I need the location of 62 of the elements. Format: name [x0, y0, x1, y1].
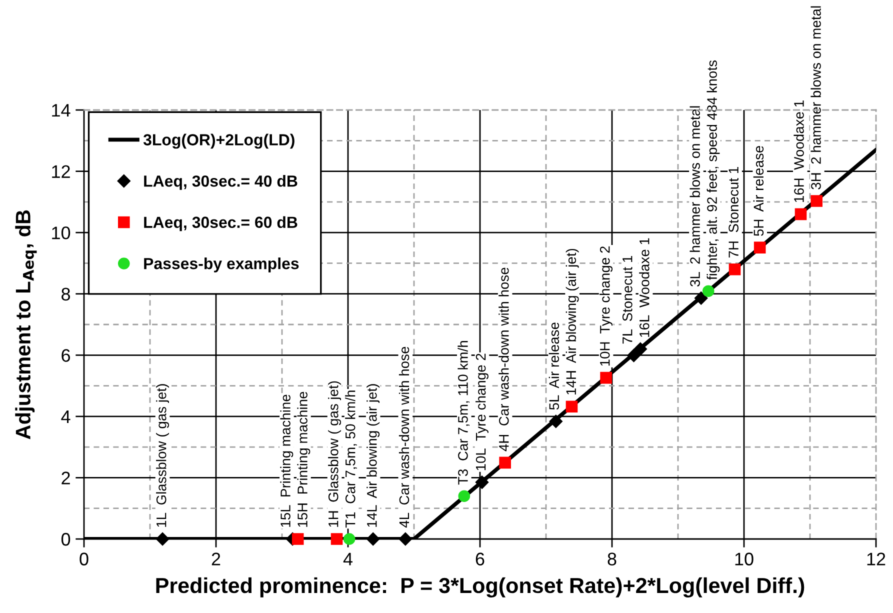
- x-tick-label: 10: [735, 552, 754, 566]
- point: [728, 263, 741, 276]
- annotation: 3H 2 hammer blows on metal: [810, 6, 821, 190]
- annotation: 14H Air blowing (air jet): [566, 248, 579, 394]
- y-tick-label: 2: [62, 472, 70, 484]
- x-tick-label: 0: [80, 552, 88, 566]
- x-tick-label: 4: [343, 552, 352, 566]
- x-tick-label: 2: [212, 552, 220, 566]
- annotation: 7L Stonecut 1: [622, 256, 632, 344]
- legend-label: LAeq, 30sec.= 40 dB: [144, 175, 298, 190]
- annotation: 5L Air release: [548, 322, 560, 410]
- x-tick-label: 12: [867, 552, 886, 566]
- x-axis-title: Predicted prominence: P = 3*Log(onset Rate)+2*Log(level Diff.): [156, 577, 804, 598]
- annotation: 3L 2 hammer blows on metal: [690, 106, 700, 287]
- y-tick-label: 10: [52, 226, 70, 240]
- point: [549, 414, 562, 428]
- annotation: 5H Air release: [753, 146, 764, 236]
- point: [600, 372, 612, 384]
- point: [627, 348, 640, 362]
- legend-label: LAeq, 30sec.= 60 dB: [144, 216, 298, 232]
- point: [458, 490, 470, 502]
- point: [156, 532, 170, 546]
- legend-label: 3Log(OR)+2Log(LD): [143, 134, 294, 149]
- point: [810, 195, 823, 207]
- legend-label: Passes-by examples: [144, 258, 299, 272]
- point: [475, 476, 489, 489]
- annotation: 14L Air blowing (air jet): [366, 384, 380, 527]
- point: [794, 208, 807, 220]
- y-tick-label: 8: [62, 288, 70, 301]
- y-tick-label: 0: [61, 532, 70, 546]
- point: [634, 342, 647, 356]
- annotation: 1H Glassblow ( gas jet): [328, 381, 342, 527]
- annotation: 7H Stonecut 1: [728, 167, 738, 258]
- annotation: 4H Car wash-down with hose: [498, 268, 509, 452]
- point: [330, 533, 343, 545]
- point: [702, 285, 714, 297]
- annotation: 1L Glassblow ( gas jet): [156, 384, 170, 527]
- point: [398, 532, 412, 546]
- y-tick-label: 14: [52, 104, 70, 117]
- point: [694, 292, 708, 305]
- x-tick-label: 8: [608, 552, 616, 566]
- y-axis-title: Adjustment to L$_{Aeq}$, dB: [15, 210, 37, 440]
- y-tick-label: 4: [61, 410, 70, 423]
- annotation: fighter, alt. 92 feet, speed 484 knots: [706, 60, 720, 280]
- x-tick-label: 6: [476, 552, 484, 566]
- annotation: 15H Printing machine: [297, 392, 310, 527]
- y-tick-label: 12: [52, 165, 70, 178]
- point: [366, 532, 380, 546]
- annotation: 4L Car wash-down with hose: [398, 346, 410, 528]
- y-tick-label: 6: [62, 349, 70, 362]
- annotation: T3 Car 7,5m, 110 km/h: [458, 341, 470, 485]
- annotation: 15L Printing machine: [280, 394, 294, 527]
- annotation: 10L Tyre change 2: [476, 354, 488, 470]
- annotation: 16L Woodaxe 1: [639, 238, 650, 337]
- annotation: 10H Tyre change 2: [600, 246, 613, 366]
- point: [343, 533, 356, 545]
- point: [292, 533, 304, 545]
- annotation: 16H Woodaxe 1: [794, 100, 804, 202]
- point: [499, 456, 511, 469]
- point: [566, 400, 578, 413]
- point: [754, 242, 766, 254]
- annotation: T1 Car 7,5m, 50 km/h: [345, 390, 357, 528]
